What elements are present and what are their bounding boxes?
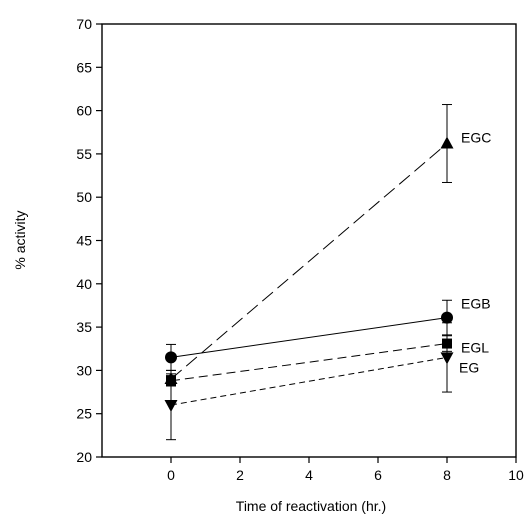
axes — [101, 23, 517, 458]
y-axis-label: % activity — [12, 210, 28, 269]
x-tick-label-10: 10 — [508, 467, 524, 483]
series-egb: EGB — [165, 296, 491, 371]
y-tick-label-30: 30 — [76, 362, 92, 378]
x-axis-label: Time of reactivation (hr.) — [236, 498, 386, 514]
series-layer: EGC EGB EGL EG — [164, 104, 491, 441]
y-tick-label-70: 70 — [76, 16, 92, 32]
plot-frame — [101, 23, 517, 458]
eg-point-0 — [164, 400, 178, 413]
y-tick-label-25: 25 — [76, 406, 92, 422]
y-tick-label-60: 60 — [76, 103, 92, 119]
y-tick-label-50: 50 — [76, 189, 92, 205]
egc-series-label: EGC — [461, 130, 491, 146]
eg-series-label: EG — [459, 359, 479, 375]
y-tick-label-55: 55 — [76, 146, 92, 162]
x-tick-label-2: 2 — [236, 467, 244, 483]
egl-series-label: EGL — [461, 340, 489, 356]
x-tick-label-6: 6 — [374, 467, 382, 483]
eg-line — [170, 356, 448, 406]
egb-point-0 — [165, 351, 177, 364]
egb-point-1 — [441, 311, 453, 324]
y-tick-label-65: 65 — [76, 59, 92, 75]
egb-line — [170, 317, 448, 358]
x-tick-label-8: 8 — [443, 467, 451, 483]
series-egl: EGL — [166, 335, 489, 387]
egc-point-1 — [440, 136, 454, 149]
egc-line — [170, 143, 448, 380]
egb-series-label: EGB — [461, 296, 491, 312]
y-tick-label-45: 45 — [76, 233, 92, 249]
y-tick-label-40: 40 — [76, 276, 92, 292]
egl-line — [170, 343, 448, 382]
x-tick-label-0: 0 — [167, 467, 175, 483]
x-axis-ticks: 0 2 4 6 8 10 — [167, 457, 524, 483]
y-tick-label-35: 35 — [76, 319, 92, 335]
eg-point-1 — [440, 352, 454, 365]
series-eg: EG — [164, 322, 479, 441]
x-tick-label-4: 4 — [305, 467, 313, 483]
y-axis-ticks: 20 25 30 35 40 45 50 55 60 65 70 — [76, 16, 102, 465]
y-tick-label-20: 20 — [76, 449, 92, 465]
